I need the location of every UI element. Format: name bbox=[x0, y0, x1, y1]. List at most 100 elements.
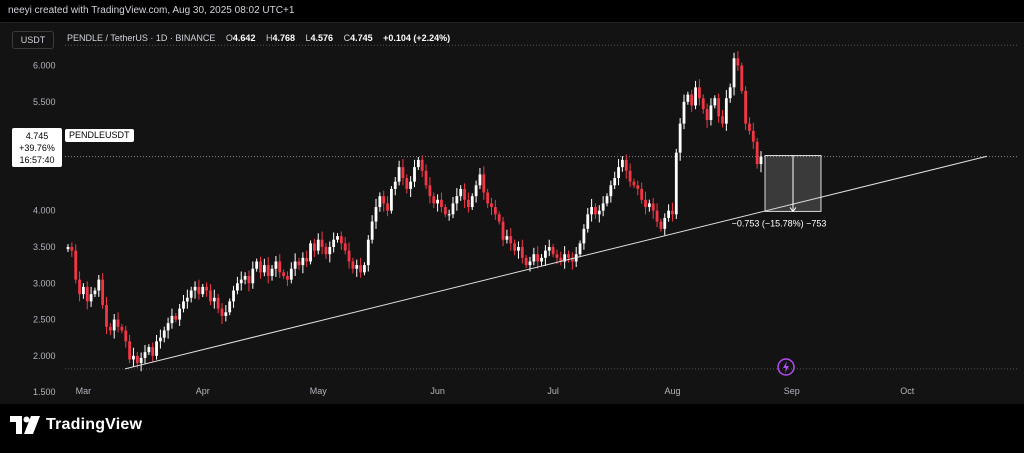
x-tick-label: Aug bbox=[664, 386, 680, 396]
candle-body bbox=[132, 355, 135, 360]
legend-high: 4.768 bbox=[272, 33, 295, 43]
candle-body bbox=[728, 87, 732, 99]
last-price-change: +39.76% bbox=[19, 143, 55, 153]
credit-text: neeyi created with TradingView.com, Aug … bbox=[8, 5, 295, 16]
x-tick-label: Apr bbox=[196, 386, 210, 396]
candle-body bbox=[486, 192, 490, 204]
candle-body bbox=[108, 326, 112, 331]
candle-body bbox=[520, 246, 524, 258]
candle-body bbox=[278, 261, 282, 273]
candle-body bbox=[170, 315, 174, 324]
candle-body bbox=[332, 239, 336, 247]
candle-body bbox=[239, 279, 243, 284]
candle-body bbox=[139, 358, 143, 364]
event-icon[interactable] bbox=[777, 358, 795, 376]
candle-body bbox=[690, 94, 694, 106]
y-tick-label: 2.500 bbox=[33, 315, 56, 325]
candle-body bbox=[228, 301, 232, 313]
candle-body bbox=[178, 308, 182, 320]
chart-legend: PENDLE / TetherUS · 1D · BINANCE O4.642 … bbox=[67, 33, 450, 43]
candle-body bbox=[197, 286, 201, 295]
candle-body bbox=[216, 297, 220, 309]
candle-body bbox=[224, 312, 228, 316]
candle-body bbox=[397, 167, 401, 182]
candle-body bbox=[570, 257, 574, 262]
candle-body bbox=[182, 301, 185, 309]
price-chart[interactable]: 6.0005.5005.0004.0003.5003.0002.5002.000… bbox=[0, 0, 1024, 404]
candle-body bbox=[443, 207, 447, 215]
candle-body bbox=[301, 257, 305, 266]
credit-bar: neeyi created with TradingView.com, Aug … bbox=[0, 0, 1024, 22]
candle-body bbox=[701, 98, 705, 110]
candle-body bbox=[370, 221, 374, 240]
candle-body bbox=[116, 319, 120, 327]
candle-body bbox=[355, 265, 359, 269]
candle-body bbox=[455, 196, 459, 204]
candles bbox=[66, 51, 763, 372]
candle-body bbox=[159, 337, 162, 342]
candle-body bbox=[78, 279, 81, 295]
candle-body bbox=[74, 250, 78, 280]
candle-body bbox=[101, 279, 105, 306]
candle-body bbox=[93, 290, 97, 295]
candle-body bbox=[147, 347, 151, 353]
measure-label: −0.753 (−15.78%) −753 bbox=[732, 218, 827, 228]
candle-body bbox=[89, 294, 93, 302]
y-tick-label: 3.500 bbox=[33, 242, 56, 252]
y-tick-label: 1.500 bbox=[33, 387, 56, 397]
chart-panel: USDT PENDLE / TetherUS · 1D · BINANCE O4… bbox=[0, 22, 1024, 405]
quote-currency-button[interactable]: USDT bbox=[12, 31, 54, 49]
candle-body bbox=[313, 243, 316, 251]
candle-body bbox=[124, 330, 128, 342]
candle-body bbox=[724, 98, 728, 124]
candle-body bbox=[621, 159, 624, 168]
y-tick-label: 6.000 bbox=[33, 61, 56, 71]
candle-body bbox=[289, 268, 293, 280]
candle-body bbox=[70, 246, 74, 251]
candle-body bbox=[339, 236, 343, 244]
candle-body bbox=[478, 174, 482, 186]
y-tick-label: 4.000 bbox=[33, 206, 56, 216]
candle-body bbox=[540, 257, 543, 262]
x-tick-label: Sep bbox=[784, 386, 800, 396]
candle-body bbox=[536, 254, 540, 262]
candle-body bbox=[586, 214, 590, 229]
candle-body bbox=[601, 203, 605, 211]
candle-body bbox=[293, 261, 297, 269]
last-price: 4.745 bbox=[25, 131, 49, 141]
candle-body bbox=[378, 196, 382, 208]
candle-body bbox=[324, 246, 328, 255]
lightning-icon bbox=[783, 361, 789, 373]
candle-body bbox=[428, 185, 432, 197]
candle-body bbox=[748, 123, 751, 131]
candle-body bbox=[316, 239, 320, 251]
legend-symbol: PENDLE / TetherUS · 1D · BINANCE bbox=[67, 33, 216, 43]
candle-body bbox=[266, 265, 270, 276]
candle-body bbox=[555, 254, 559, 258]
candle-body bbox=[751, 130, 755, 142]
candle-body bbox=[705, 109, 709, 120]
candle-countdown: 16:57:40 bbox=[19, 155, 55, 165]
candle-body bbox=[686, 94, 690, 102]
candle-body bbox=[166, 323, 170, 331]
x-tick-label: May bbox=[310, 386, 328, 396]
candle-body bbox=[112, 319, 116, 331]
legend-low: 4.576 bbox=[310, 33, 334, 43]
support-trendline[interactable] bbox=[124, 155, 988, 370]
candle-body bbox=[255, 261, 259, 269]
candle-body bbox=[405, 178, 409, 189]
candle-body bbox=[274, 261, 278, 269]
candle-body bbox=[544, 250, 547, 258]
candle-body bbox=[482, 174, 486, 193]
candle-body bbox=[209, 290, 212, 302]
y-axis: 6.0005.5005.0004.0003.5003.0002.5002.000… bbox=[33, 61, 56, 398]
candle-body bbox=[459, 188, 463, 197]
candle-body bbox=[505, 236, 509, 240]
legend-open: 4.642 bbox=[232, 33, 256, 43]
candle-body bbox=[424, 170, 428, 186]
candle-body bbox=[532, 254, 536, 262]
candle-body bbox=[66, 246, 70, 250]
candle-body bbox=[309, 243, 312, 262]
candle-body bbox=[655, 210, 659, 222]
y-tick-label: 2.000 bbox=[33, 351, 56, 361]
